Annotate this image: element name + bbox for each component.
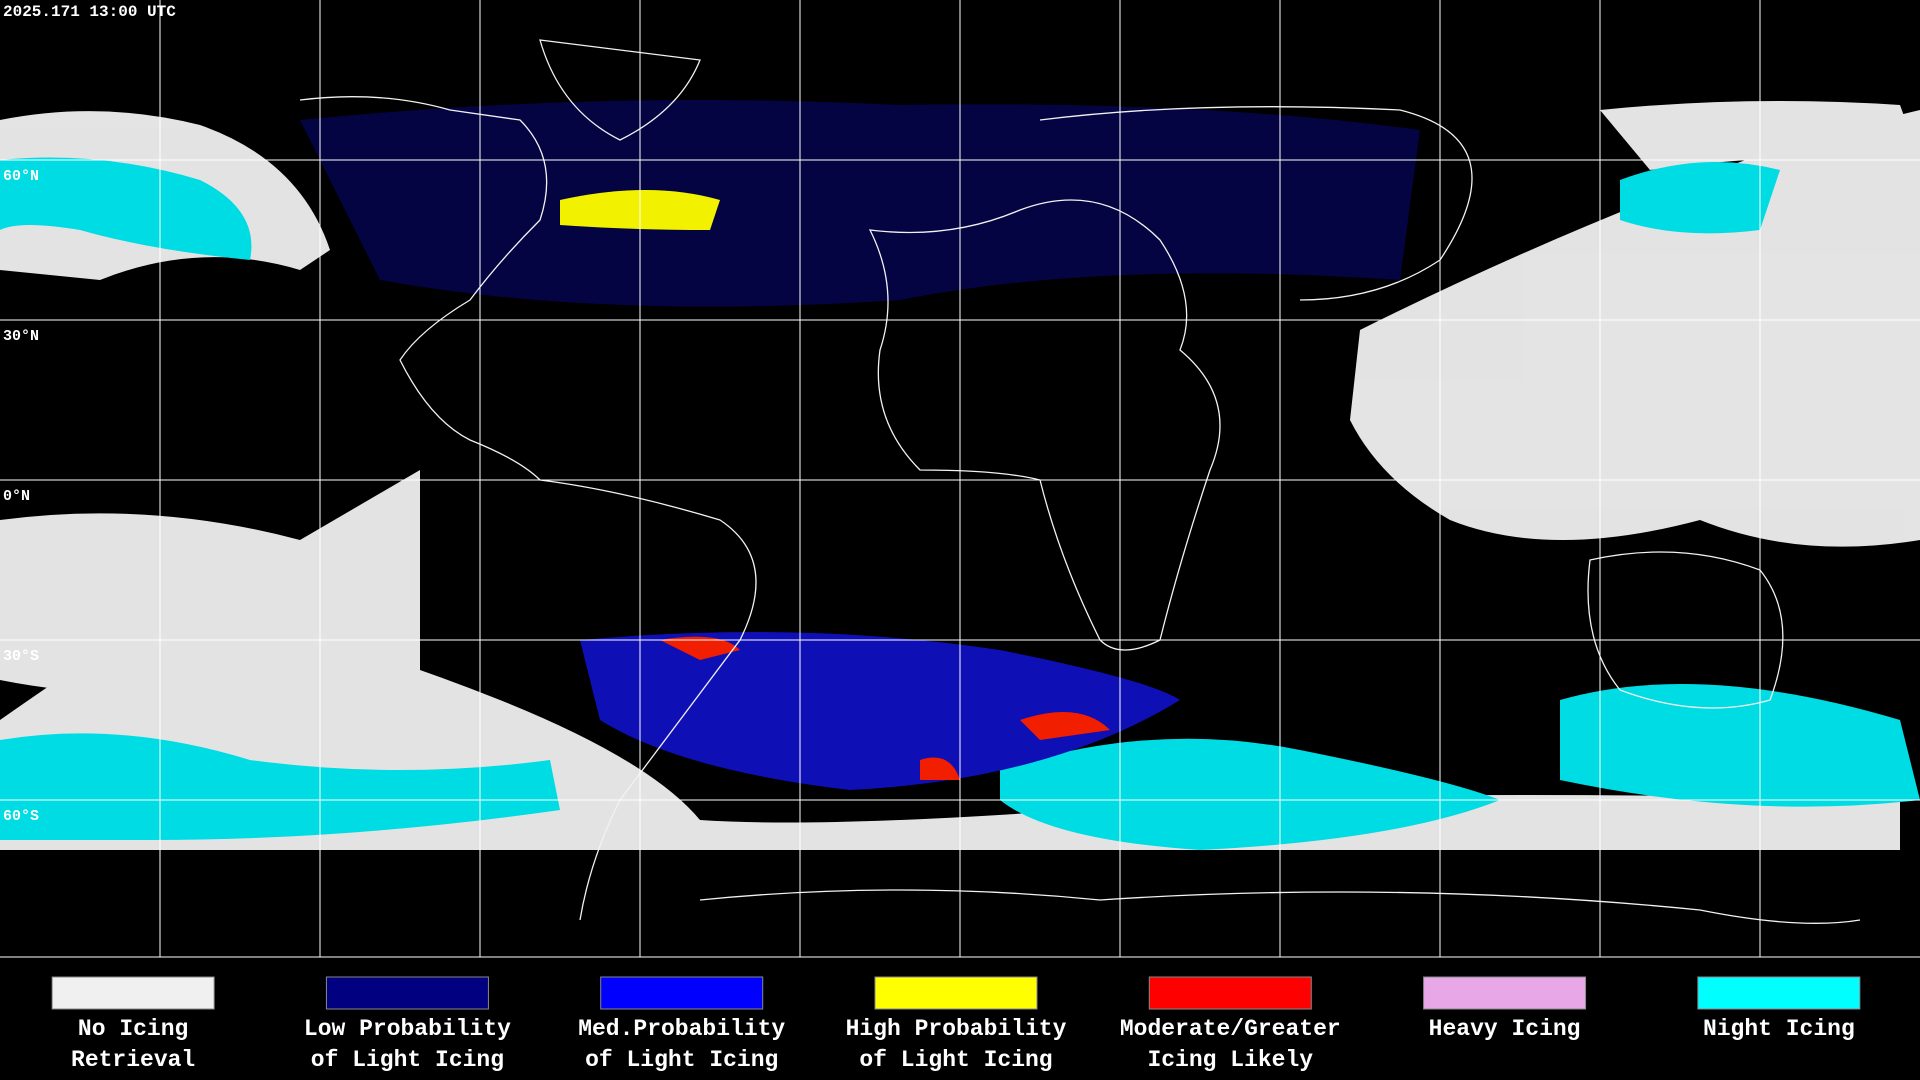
map-imagery: [0, 39, 1920, 924]
legend-label: Retrieval: [71, 1047, 195, 1073]
legend-label: Icing Likely: [1147, 1047, 1313, 1073]
night-icing-area: [1000, 738, 1500, 850]
legend-label: Moderate/Greater: [1120, 1016, 1341, 1042]
legend-label: Low Probability: [304, 1016, 511, 1042]
latitude-label: 0°N: [3, 488, 30, 505]
night-icing-area: [0, 733, 560, 840]
latitude-label: 60°S: [3, 808, 39, 825]
legend-swatch: [51, 976, 215, 1010]
night-icing-area: [1560, 684, 1920, 807]
night-icing-area: [1620, 162, 1780, 234]
icing-area: [580, 632, 1180, 790]
icing-area: [300, 100, 1420, 307]
icing-area: [660, 636, 1110, 780]
legend-label: of Light Icing: [311, 1047, 504, 1073]
legend-swatch: [600, 976, 764, 1010]
latitude-label: 30°S: [3, 648, 39, 665]
legend-swatch: [1423, 976, 1587, 1010]
legend-label: No Icing: [78, 1016, 188, 1042]
graticule: [0, 0, 1920, 958]
legend-label: of Light Icing: [859, 1047, 1052, 1073]
legend-label: Heavy Icing: [1429, 1016, 1581, 1042]
coastlines: [299, 39, 1861, 924]
night-icing-area: [0, 157, 252, 260]
legend-label: Night Icing: [1703, 1016, 1855, 1042]
latitude-labels: 60°N 30°N 0°N 30°S 60°S: [3, 168, 39, 825]
legend-label: of Light Icing: [585, 1047, 778, 1073]
timestamp: 2025.171 13:00 UTC: [3, 3, 176, 21]
legend-swatch: [874, 976, 1038, 1010]
legend-label: High Probability: [846, 1016, 1067, 1042]
legend-label: Med.Probability: [578, 1016, 785, 1042]
legend-swatch: [1697, 976, 1861, 1010]
legend-swatch: [325, 976, 489, 1010]
legend-swatch: [1148, 976, 1312, 1010]
cloud-area: [1350, 110, 1920, 547]
latitude-label: 60°N: [3, 168, 39, 185]
latitude-label: 30°N: [3, 328, 39, 345]
legend: No Icing Retrieval Low Probability of Light…: [51, 976, 1861, 1073]
